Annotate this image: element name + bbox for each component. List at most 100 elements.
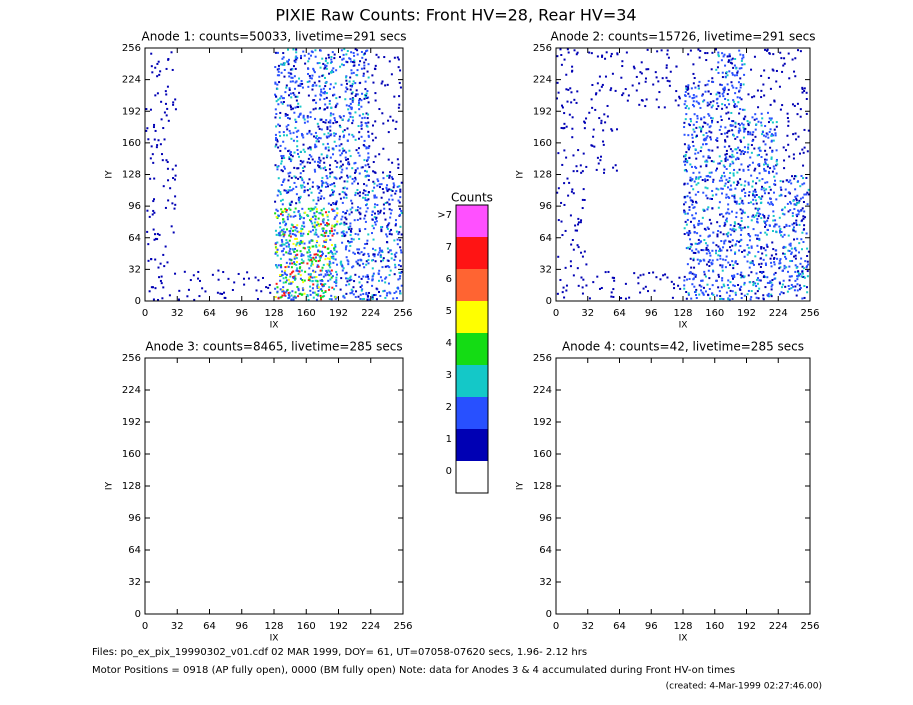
count-pixel xyxy=(306,120,309,123)
count-pixel xyxy=(350,227,353,230)
count-pixel xyxy=(382,259,385,262)
count-pixel xyxy=(778,225,781,228)
count-pixel xyxy=(661,77,664,80)
count-pixel xyxy=(327,121,330,124)
count-pixel xyxy=(758,263,761,266)
count-pixel xyxy=(280,229,283,232)
count-pixel xyxy=(281,290,284,293)
count-pixel xyxy=(799,286,802,289)
count-pixel xyxy=(393,95,396,98)
colorbar-label: 4 xyxy=(446,338,452,349)
count-pixel xyxy=(284,114,287,117)
count-pixel xyxy=(289,132,292,135)
count-pixel xyxy=(574,224,577,227)
count-pixel xyxy=(565,156,568,159)
count-pixel xyxy=(708,149,711,152)
count-pixel xyxy=(242,277,245,280)
count-pixel xyxy=(753,169,756,172)
count-pixel xyxy=(374,92,377,95)
count-pixel xyxy=(737,284,740,287)
count-pixel xyxy=(779,262,782,265)
count-pixel xyxy=(705,252,708,255)
count-pixel xyxy=(725,219,728,222)
count-pixel xyxy=(664,273,667,276)
count-pixel xyxy=(765,243,768,246)
count-pixel xyxy=(345,53,348,56)
count-pixel xyxy=(349,112,352,115)
count-pixel xyxy=(357,137,360,140)
count-pixel xyxy=(321,295,324,298)
count-pixel xyxy=(738,49,741,52)
count-pixel xyxy=(735,211,738,214)
count-pixel xyxy=(311,239,314,242)
count-pixel xyxy=(274,81,277,84)
count-pixel xyxy=(361,298,364,301)
count-pixel xyxy=(375,220,378,223)
count-pixel xyxy=(295,130,298,133)
count-pixel xyxy=(367,179,370,182)
count-pixel xyxy=(788,279,791,282)
count-pixel xyxy=(349,76,352,79)
count-pixel xyxy=(281,102,284,105)
count-pixel xyxy=(162,127,165,130)
count-pixel xyxy=(294,247,297,250)
count-pixel xyxy=(276,286,279,289)
count-pixel xyxy=(767,136,770,139)
count-pixel xyxy=(348,213,351,216)
count-pixel xyxy=(795,294,798,297)
count-pixel xyxy=(382,147,385,150)
count-pixel xyxy=(329,83,332,86)
count-pixel xyxy=(762,187,765,190)
count-pixel xyxy=(727,60,730,63)
count-pixel xyxy=(786,202,789,205)
count-pixel xyxy=(734,228,737,231)
count-pixel xyxy=(384,218,387,221)
count-pixel xyxy=(288,250,291,253)
count-pixel xyxy=(741,275,744,278)
count-pixel xyxy=(398,231,401,234)
count-pixel xyxy=(647,290,650,293)
count-pixel xyxy=(689,271,692,274)
count-pixel xyxy=(687,234,690,237)
count-pixel xyxy=(646,48,649,51)
count-pixel xyxy=(297,198,300,201)
count-pixel xyxy=(368,145,371,148)
count-pixel xyxy=(312,229,315,232)
count-pixel xyxy=(316,253,319,256)
count-pixel xyxy=(655,98,658,101)
count-pixel xyxy=(748,164,751,167)
count-pixel xyxy=(294,95,297,98)
count-pixel xyxy=(683,275,686,278)
count-pixel xyxy=(294,237,297,240)
count-pixel xyxy=(313,233,316,236)
count-pixel xyxy=(287,189,290,192)
count-pixel xyxy=(787,52,790,55)
count-pixel xyxy=(349,58,352,61)
count-pixel xyxy=(732,174,735,177)
count-pixel xyxy=(705,246,708,249)
count-pixel xyxy=(386,235,389,238)
count-pixel xyxy=(707,113,710,116)
count-pixel xyxy=(332,247,335,250)
count-pixel xyxy=(354,138,357,141)
count-pixel xyxy=(750,246,753,249)
count-pixel xyxy=(351,133,354,136)
count-pixel xyxy=(687,144,690,147)
count-pixel xyxy=(399,290,402,293)
count-pixel xyxy=(747,133,750,136)
count-pixel xyxy=(283,294,286,297)
count-pixel xyxy=(310,256,313,259)
count-pixel xyxy=(747,202,750,205)
count-pixel xyxy=(758,153,761,156)
count-pixel xyxy=(729,171,732,174)
count-pixel xyxy=(342,230,345,233)
count-pixel xyxy=(741,250,744,253)
count-pixel xyxy=(595,92,598,95)
count-pixel xyxy=(379,211,382,214)
count-pixel xyxy=(706,226,709,229)
count-pixel xyxy=(747,233,750,236)
count-pixel xyxy=(329,229,332,232)
count-pixel xyxy=(335,177,338,180)
count-pixel xyxy=(699,240,702,243)
count-pixel xyxy=(695,288,698,291)
